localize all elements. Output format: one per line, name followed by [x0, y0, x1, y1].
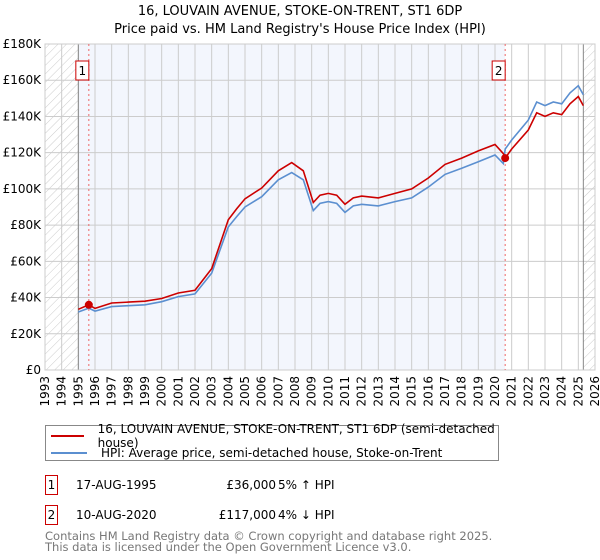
plot-border [44, 43, 596, 371]
legend-swatch-blue [51, 451, 87, 454]
sale-row-2: 2 10-AUG-2020 £117,000 4% ↓ HPI [45, 505, 545, 527]
y-tick-label: £40K [10, 291, 42, 305]
y-tick-label: £100K [3, 182, 43, 196]
sale-label-box [75, 60, 90, 81]
shaded-ownership-region [78, 44, 506, 370]
x-tick-label: 1999 [138, 376, 152, 407]
x-tick-label: 2002 [188, 376, 202, 407]
x-tick-label: 2023 [538, 376, 552, 407]
sale-date: 10-AUG-2020 [76, 508, 157, 522]
x-tick-label: 1995 [71, 376, 85, 407]
chart-title: 16, LOUVAIN AVENUE, STOKE-ON-TRENT, ST1 … [138, 4, 463, 19]
sale-hpi: 4% ↓ HPI [278, 508, 335, 522]
footer: Contains HM Land Registry data © Crown c… [45, 529, 493, 554]
price-chart: 16, LOUVAIN AVENUE, STOKE-ON-TRENT, ST1 … [3, 4, 600, 407]
x-tick-label: 2011 [338, 376, 352, 407]
x-tick-label: 2010 [321, 376, 335, 407]
x-tick-label: 1998 [121, 376, 135, 407]
x-tick-label: 2022 [521, 376, 535, 407]
x-tick-label: 2025 [571, 376, 585, 407]
sale-label: 2 [495, 64, 503, 78]
x-tick-label: 1994 [55, 376, 69, 407]
chart-subtitle: Price paid vs. HM Land Registry's House … [114, 22, 486, 37]
x-tick-label: 2015 [405, 376, 419, 407]
sale-price: £117,000 [218, 508, 276, 522]
x-tick-label: 2018 [455, 376, 469, 407]
x-tick-label: 2006 [255, 376, 269, 407]
x-tick-label: 2026 [588, 376, 600, 407]
legend-swatch-red [51, 434, 84, 437]
x-tick-label: 2012 [355, 376, 369, 407]
sale-date: 17-AUG-1995 [76, 478, 157, 492]
sale-badge: 2 [45, 505, 58, 525]
x-tick-label: 2021 [505, 376, 519, 407]
x-tick-label: 2016 [421, 376, 435, 407]
property-series-line [77, 95, 585, 311]
y-tick-label: £20K [10, 327, 42, 341]
sale-badge: 1 [45, 475, 58, 495]
x-tick-label: 2009 [305, 376, 319, 407]
y-tick-label: £80K [10, 218, 42, 232]
x-tick-label: 2004 [221, 376, 235, 407]
x-tick-label: 2003 [205, 376, 219, 407]
x-tick-label: 2007 [271, 376, 285, 407]
sale-row-1: 1 17-AUG-1995 £36,000 5% ↑ HPI [45, 475, 545, 497]
x-tick-label: 2000 [155, 376, 169, 407]
x-tick-label: 2005 [238, 376, 252, 407]
x-tick-label: 1996 [88, 376, 102, 407]
sale-hpi: 5% ↑ HPI [278, 478, 335, 492]
legend-label: 16, LOUVAIN AVENUE, STOKE-ON-TRENT, ST1 … [97, 421, 495, 450]
x-tick-label: 2014 [388, 376, 402, 407]
footer-line-1: Contains HM Land Registry data © Crown c… [45, 529, 493, 543]
x-tick-label: 2024 [555, 376, 569, 407]
y-tick-label: £180K [3, 37, 43, 51]
legend-item-hpi: HPI: Average price, semi-detached house,… [46, 444, 442, 461]
hpi-series-line [78, 84, 584, 313]
y-tick-label: £120K [3, 146, 43, 160]
y-tick-label: £60K [10, 254, 42, 268]
x-tick-label: 2017 [438, 376, 452, 407]
footer-line-2: This data is licensed under the Open Gov… [45, 540, 412, 554]
y-tick-label: £0 [26, 363, 41, 377]
legend-item-property: 16, LOUVAIN AVENUE, STOKE-ON-TRENT, ST1 … [46, 422, 498, 450]
x-tick-label: 1997 [105, 376, 119, 407]
x-tick-label: 2020 [488, 376, 502, 407]
x-tick-label: 2001 [171, 376, 185, 407]
hatched-region-after [583, 44, 595, 370]
sale-point [84, 300, 93, 309]
sale-point [501, 154, 510, 163]
x-tick-label: 2008 [288, 376, 302, 407]
x-tick-label: 1993 [38, 376, 52, 407]
sale-label: 1 [79, 64, 87, 78]
x-tick-label: 2019 [471, 376, 485, 407]
sale-label-box [491, 60, 506, 81]
legend-label: HPI: Average price, semi-detached house,… [101, 445, 443, 460]
sale-price: £36,000 [226, 478, 276, 492]
y-tick-label: £160K [3, 73, 43, 87]
x-tick-label: 2013 [371, 376, 385, 407]
legend: 16, LOUVAIN AVENUE, STOKE-ON-TRENT, ST1 … [45, 422, 499, 461]
y-tick-label: £140K [3, 109, 43, 123]
